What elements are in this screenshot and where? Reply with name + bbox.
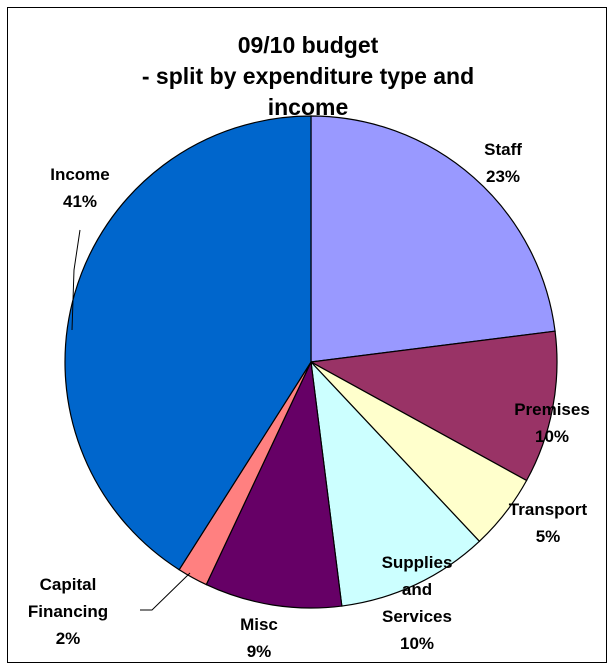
- slice-label-premises: Premises 10%: [514, 400, 590, 446]
- slice-label-staff: Staff 23%: [484, 140, 522, 186]
- pie-slice-supplies-and-services: [310, 360, 481, 607]
- slice-label-misc: Misc 9%: [240, 615, 278, 661]
- leader-line-income: [71, 229, 81, 331]
- chart-title: 09/10 budget - split by expenditure type…: [0, 30, 616, 123]
- slice-label-capital-financing: Capital Financing 2%: [28, 575, 108, 648]
- pie-slice-staff: [310, 115, 556, 363]
- slice-label-transport: Transport 5%: [509, 500, 588, 546]
- pie-slice-misc: [205, 359, 343, 609]
- leader-line-capital-financing: [140, 572, 191, 611]
- title-line-2: - split by expenditure type and: [141, 63, 475, 89]
- pie-slice-premises: [309, 330, 558, 482]
- slice-label-income: Income 41%: [50, 165, 110, 211]
- pie-slice-income: [64, 115, 312, 571]
- title-line-1: 09/10 budget: [237, 32, 379, 58]
- slice-label-supplies-and-services: Supplies and Services 10%: [382, 553, 453, 653]
